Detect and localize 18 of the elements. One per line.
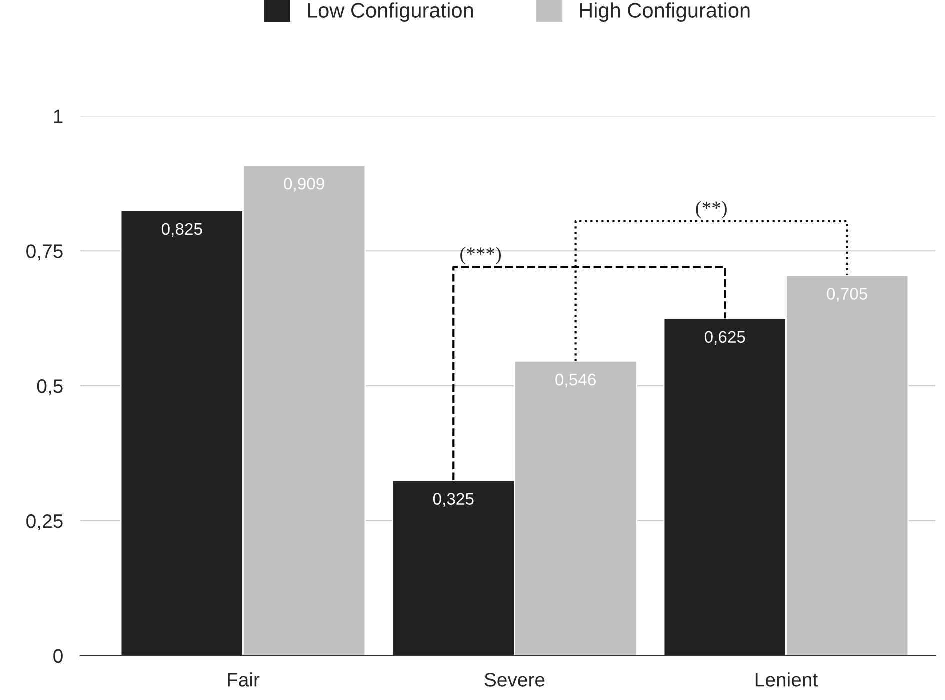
data-label: 0,825 — [162, 223, 202, 238]
annotation: (***) — [460, 246, 501, 265]
annotation: (**) — [696, 201, 727, 219]
y-tick-label: 0,75 — [26, 244, 63, 261]
y-tick-label: 0 — [54, 649, 63, 664]
x-tick-label: Fair — [228, 672, 260, 687]
legend-label: High Configuration — [580, 2, 750, 22]
data-label: 0,546 — [556, 374, 596, 388]
y-tick-label: 0,5 — [37, 380, 63, 396]
data-label: 0,909 — [284, 178, 324, 192]
data-label: 0,325 — [433, 493, 474, 507]
legend-label: Low Configuration — [308, 2, 474, 22]
data-label: 0,705 — [827, 288, 868, 302]
x-tick-label: Lenient — [756, 672, 818, 687]
y-tick-label: 0,25 — [26, 514, 63, 531]
y-tick-label: 1 — [54, 110, 63, 124]
x-tick-label: Severe — [484, 673, 545, 687]
data-label: 0,625 — [704, 331, 746, 346]
